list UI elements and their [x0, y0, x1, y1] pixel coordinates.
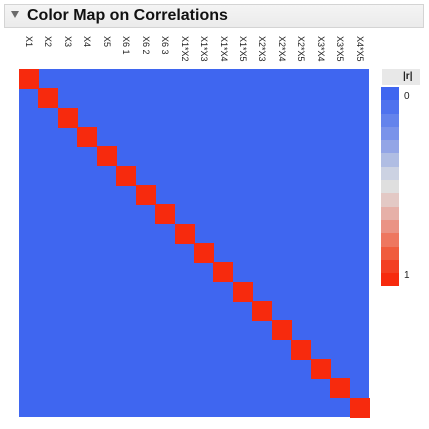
disclosure-triangle-icon[interactable]: [11, 11, 19, 18]
column-label-text: X1*X5: [237, 36, 248, 62]
column-label: X2*X3: [252, 36, 271, 66]
column-label: X1: [19, 36, 38, 66]
column-label-text: X1: [24, 36, 34, 48]
legend-swatch: [381, 246, 399, 260]
column-label-text: X2*X4: [276, 36, 287, 62]
heatmap-cell[interactable]: [330, 378, 351, 399]
legend-max-label: 1: [404, 270, 410, 281]
heatmap-cell[interactable]: [174, 223, 195, 244]
heatmap-cell[interactable]: [252, 301, 273, 321]
heatmap-cell[interactable]: [271, 320, 292, 341]
column-label: X1*X2: [175, 36, 194, 66]
column-label-text: X1*X3: [199, 36, 210, 62]
report-header: Color Map on Correlations: [4, 4, 424, 28]
column-label-text: X2*X3: [257, 36, 268, 62]
report-title: Color Map on Correlations: [27, 7, 228, 24]
column-label: X1*X3: [194, 36, 213, 66]
legend-swatch: [381, 206, 399, 220]
legend-swatch: [381, 113, 399, 127]
legend-swatch: [381, 259, 399, 274]
column-label: X3: [58, 36, 77, 66]
legend-swatch: [381, 87, 399, 101]
heatmap-cell[interactable]: [116, 165, 137, 186]
heatmap-cell[interactable]: [213, 262, 234, 283]
column-label: X2*X5: [291, 36, 310, 66]
heatmap-cell[interactable]: [38, 88, 59, 109]
column-label: X2*X4: [272, 36, 291, 66]
column-label: X1*X4: [214, 36, 233, 66]
heatmap-cell[interactable]: [349, 397, 370, 418]
column-label: X3*X4: [311, 36, 330, 66]
legend-swatch: [381, 140, 399, 154]
legend-min-label: 0: [404, 91, 410, 102]
column-label-text: X5: [101, 36, 112, 48]
column-label: X1*X5: [233, 36, 252, 66]
legend-swatch: [381, 233, 399, 247]
legend-swatch: [381, 219, 399, 234]
legend-title: |r|: [403, 71, 413, 82]
legend-swatch: [381, 100, 399, 114]
legend-swatch: [381, 166, 399, 181]
heatmap-cell[interactable]: [135, 185, 156, 205]
heatmap-cell[interactable]: [96, 146, 117, 167]
column-label-text: X2*X5: [296, 36, 307, 62]
legend-swatch: [381, 153, 399, 167]
column-label-text: X3*X4: [315, 36, 326, 62]
column-label-text: X1*X2: [179, 36, 190, 62]
legend-swatch: [381, 273, 399, 287]
heatmap-cell[interactable]: [194, 243, 214, 263]
column-label-text: X6 2: [140, 36, 151, 55]
legend-color-bar: [381, 87, 399, 287]
legend-header: |r|: [382, 69, 420, 85]
correlation-heatmap[interactable]: [19, 69, 370, 418]
legend-swatch: [381, 180, 399, 194]
column-label-text: X3: [62, 36, 73, 48]
column-label-text: X3*X5: [335, 36, 346, 62]
column-label-text: X4*X5: [354, 36, 365, 62]
heatmap-cell[interactable]: [291, 339, 312, 360]
column-label: X6 2: [136, 36, 155, 66]
legend-swatch: [381, 126, 399, 141]
column-label-text: X1*X4: [218, 36, 229, 62]
legend-swatch: [381, 193, 399, 207]
column-label: X4*X5: [350, 36, 369, 66]
heatmap-cell[interactable]: [232, 281, 253, 302]
column-label: X5: [97, 36, 116, 66]
column-label: X4: [77, 36, 96, 66]
column-label-text: X6 1: [121, 36, 132, 55]
column-label: X6 3: [155, 36, 174, 66]
column-label-text: X4: [82, 36, 93, 48]
column-label-text: X6 3: [160, 36, 171, 55]
column-label: X6 1: [116, 36, 135, 66]
heatmap-cell[interactable]: [19, 69, 39, 89]
heatmap-cell[interactable]: [310, 359, 331, 379]
column-label: X3*X5: [330, 36, 349, 66]
column-label: X2: [38, 36, 57, 66]
heatmap-cell[interactable]: [57, 107, 78, 128]
heatmap-cell[interactable]: [77, 127, 98, 147]
heatmap-cell[interactable]: [155, 204, 176, 225]
column-label-text: X2: [43, 36, 54, 48]
